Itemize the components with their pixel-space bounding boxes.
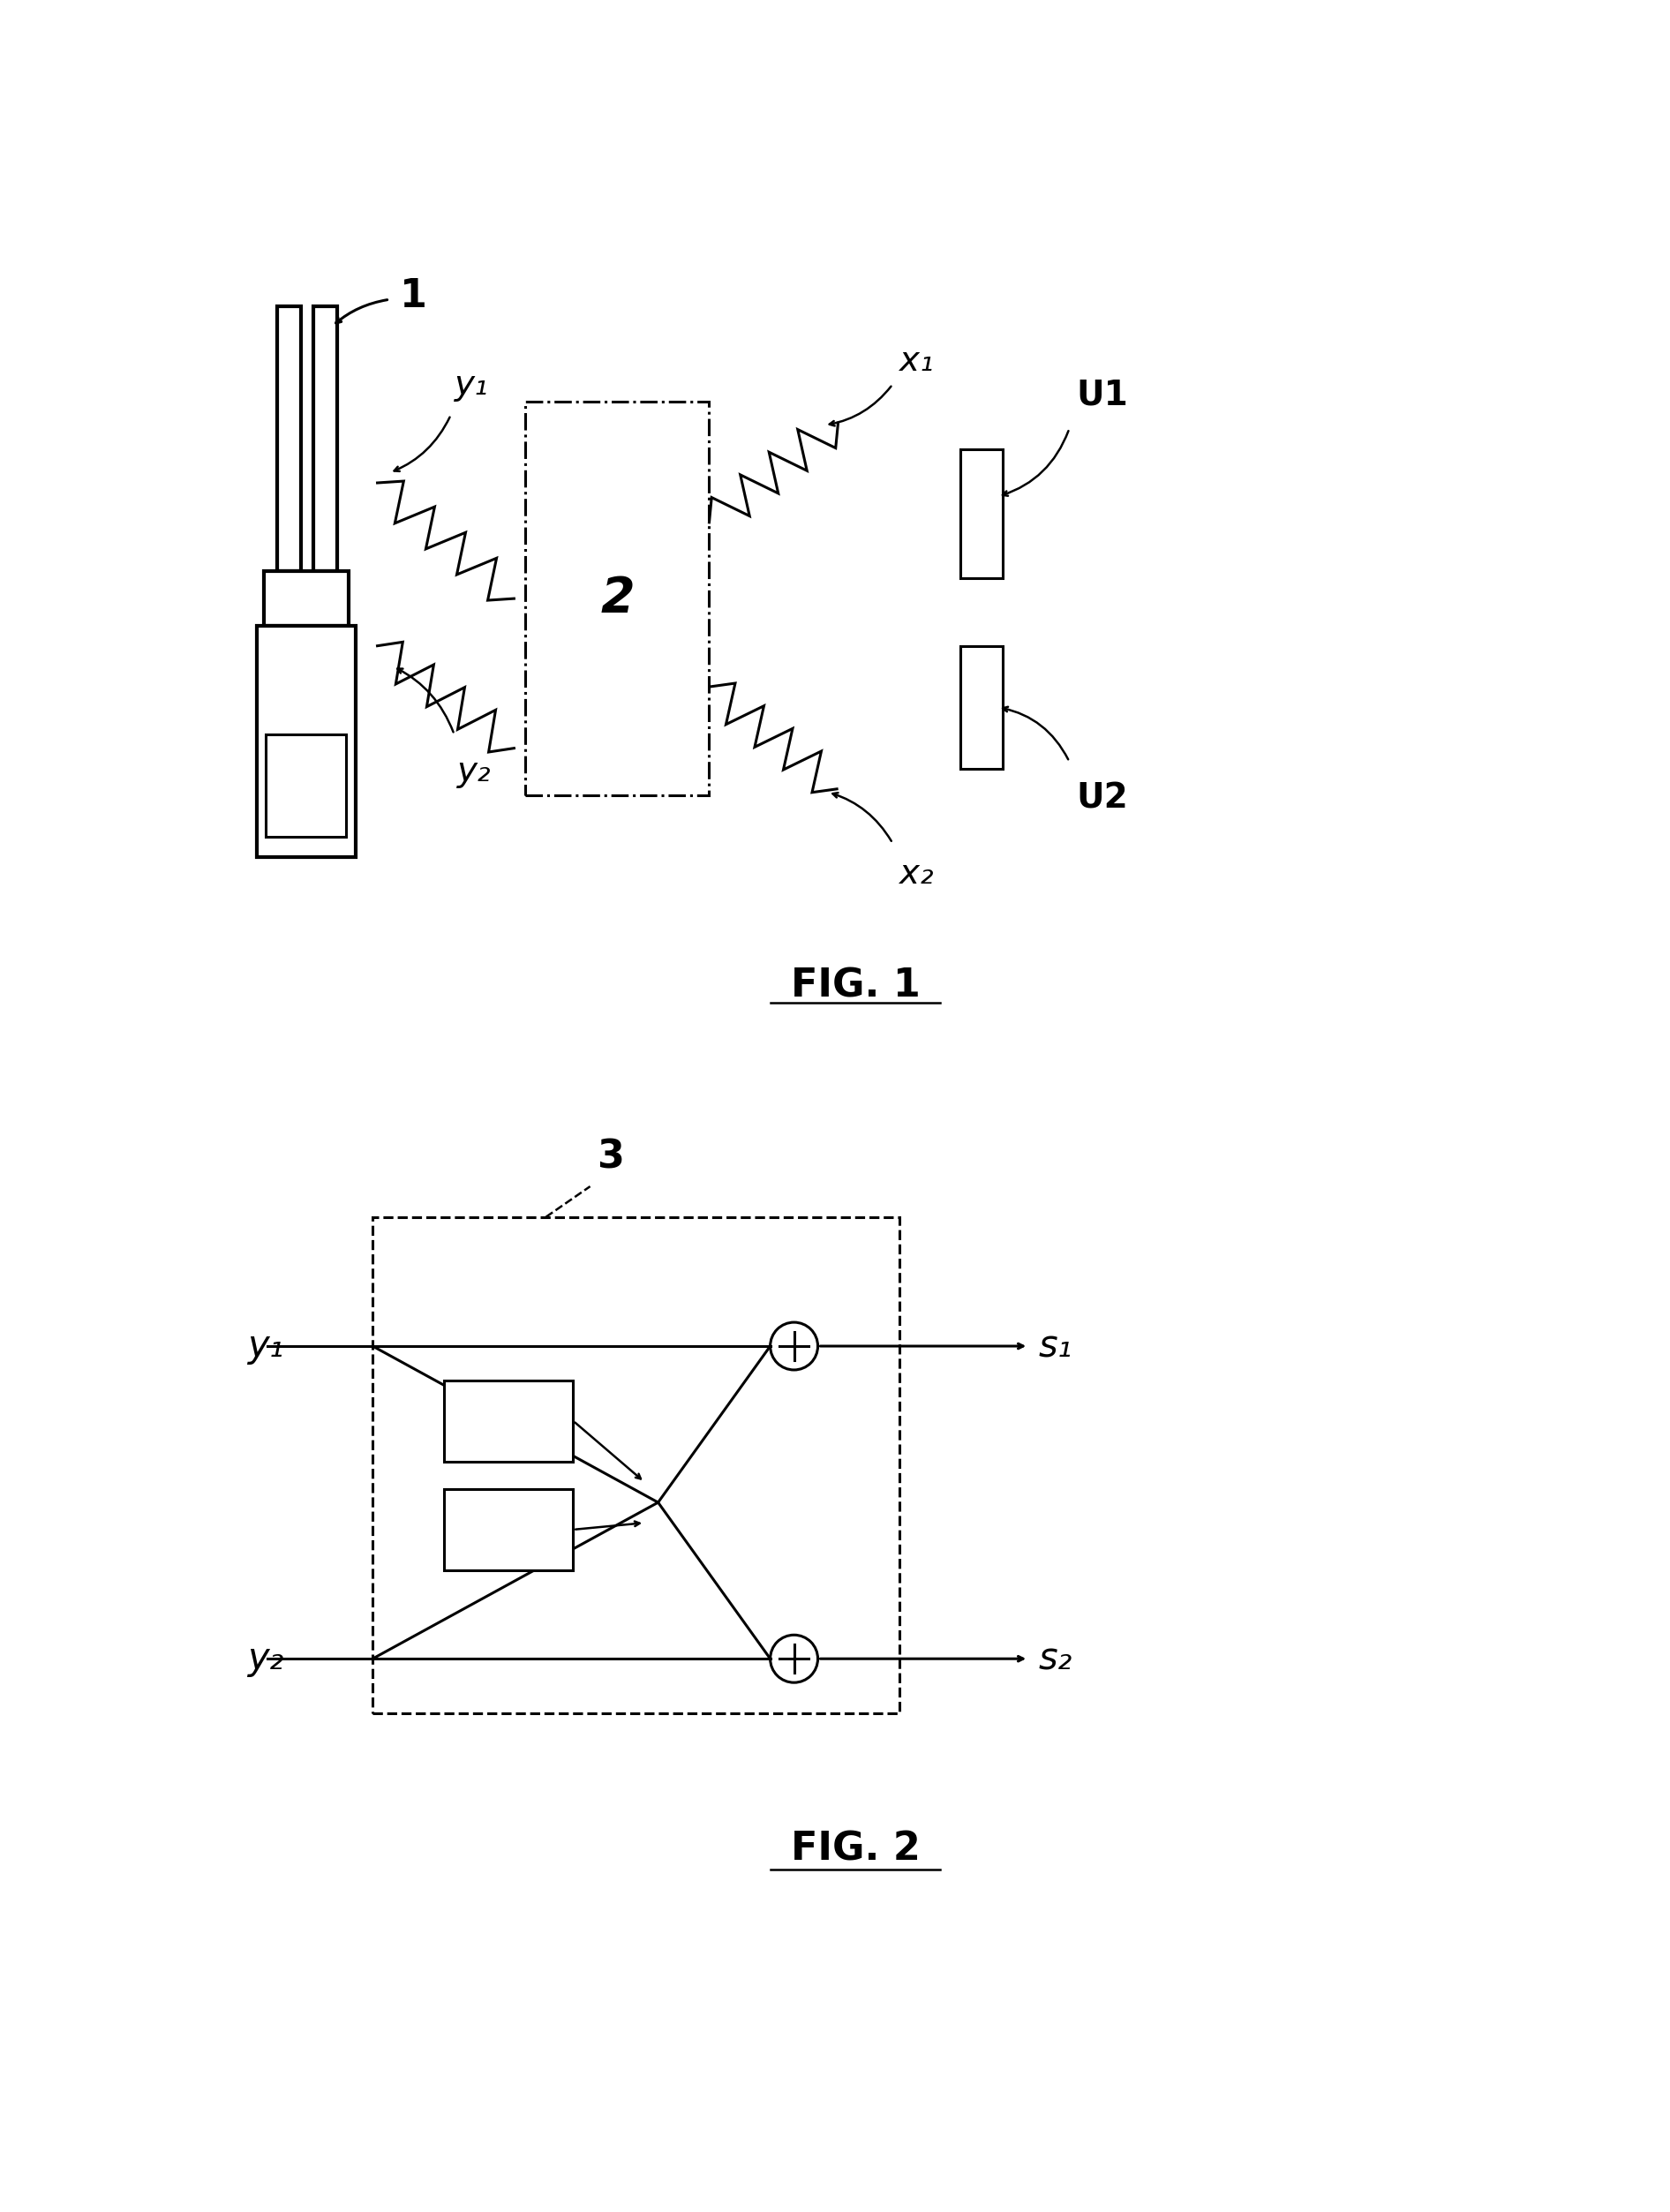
- Bar: [264, 571, 349, 626]
- Text: U2: U2: [1075, 783, 1127, 816]
- Text: s₂: s₂: [1039, 1641, 1072, 1677]
- Text: U1: U1: [1075, 378, 1127, 411]
- Text: 3: 3: [294, 768, 319, 803]
- Text: 2: 2: [600, 575, 635, 622]
- Text: s₁: s₁: [1039, 1327, 1072, 1365]
- Bar: [257, 626, 356, 856]
- Text: y₂: y₂: [458, 754, 491, 787]
- Text: FIG. 1: FIG. 1: [792, 967, 920, 1004]
- Text: y₁: y₁: [247, 1327, 284, 1365]
- Text: y₂: y₂: [247, 1641, 284, 1677]
- Bar: [372, 1217, 900, 1712]
- Text: FIG. 2: FIG. 2: [792, 1829, 920, 1869]
- Bar: [960, 449, 1002, 577]
- Text: D₂₁: D₂₁: [481, 1407, 536, 1436]
- Text: y₁: y₁: [454, 367, 488, 400]
- Bar: [444, 1380, 573, 1462]
- Bar: [960, 646, 1002, 768]
- Bar: [314, 305, 337, 571]
- Text: x₁: x₁: [900, 345, 934, 378]
- Text: D₁₂: D₁₂: [481, 1515, 536, 1544]
- Bar: [277, 305, 301, 571]
- Bar: [526, 400, 710, 796]
- Text: 3: 3: [596, 1139, 625, 1177]
- Bar: [266, 734, 346, 836]
- Text: 1: 1: [399, 276, 428, 314]
- Text: x₂: x₂: [900, 856, 934, 889]
- Bar: [444, 1489, 573, 1571]
